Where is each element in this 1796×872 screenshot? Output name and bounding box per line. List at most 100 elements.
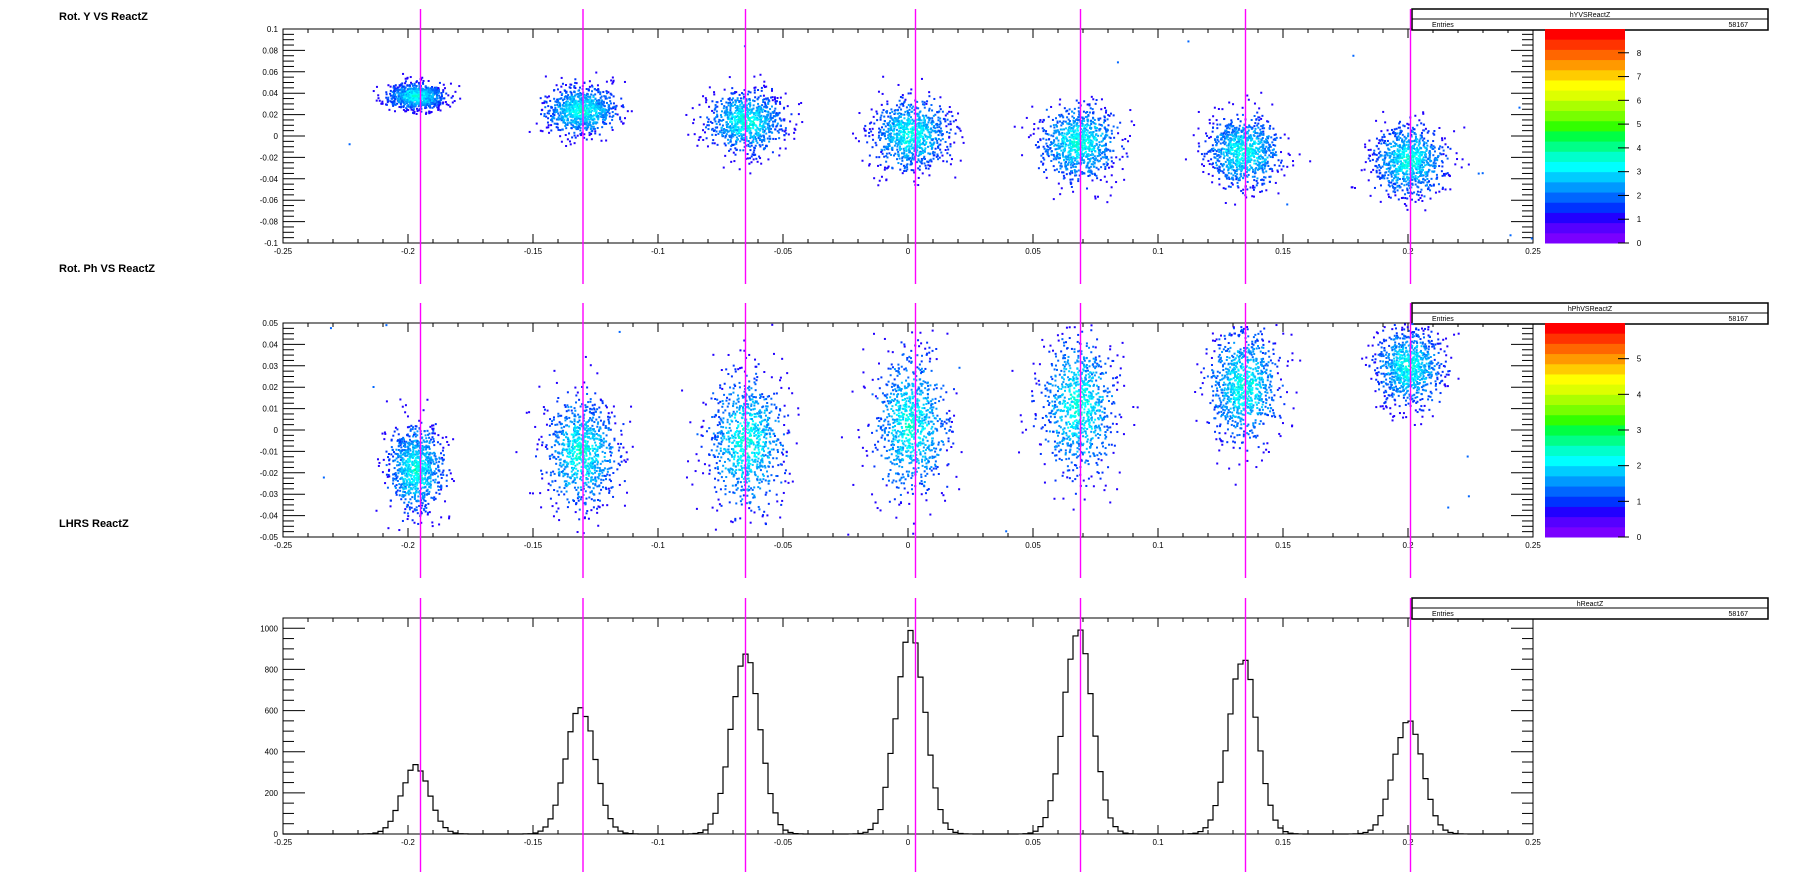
heatmap-cell [410,108,413,111]
heatmap-cell [922,135,925,138]
heatmap-cell [1110,156,1113,159]
heatmap-cell [753,134,756,137]
heatmap-cell [385,93,388,96]
heatmap-cell [868,163,871,166]
heatmap-cell [876,112,879,115]
heatmap-cell [921,158,924,161]
heatmap-cell [868,131,871,134]
heatmap-cell [724,114,727,117]
heatmap-cell [709,120,712,123]
heatmap-cell [729,109,732,112]
heatmap-cell [763,120,766,123]
heatmap-cell [713,93,716,96]
heatmap-cell [565,115,568,118]
heatmap-cell [755,133,758,136]
heatmap-cell [898,106,901,109]
heatmap-cell [543,101,546,104]
heatmap-cell [415,112,418,115]
heatmap-cell [574,103,577,106]
heatmap-cell [1032,132,1035,135]
heatmap-cell [589,128,592,131]
heatmap-cell [685,113,688,116]
heatmap-cell [1098,149,1101,152]
heatmap-cell [428,112,431,115]
heatmap-cell [443,97,446,100]
heatmap-cell [1077,126,1080,129]
heatmap-cell [1087,141,1090,144]
heatmap-cell [929,145,932,148]
heatmap-cell [556,88,559,91]
heatmap-cell [1238,124,1241,127]
heatmap-cell [610,79,613,82]
heatmap-cell [545,126,548,129]
heatmap-cell [724,136,727,139]
heatmap-cell [727,101,730,104]
heatmap-cell [750,144,753,147]
heatmap-cell [411,104,414,107]
heatmap-cell [725,133,728,136]
heatmap-cell [566,95,569,98]
heatmap-cell [581,123,584,126]
heatmap-cell [741,112,744,115]
heatmap-cell [556,123,559,126]
heatmap-cell [727,138,730,141]
heatmap-cell [918,140,921,143]
heatmap-cell [760,140,763,143]
heatmap-cell [733,111,736,114]
heatmap-cell [406,84,409,87]
heatmap-cell [596,84,599,87]
heatmap-cell [409,106,412,109]
heatmap-cell [900,112,903,115]
heatmap-cell [738,131,741,134]
heatmap-cell [406,100,409,103]
heatmap-cell [594,107,597,110]
heatmap-cell [1056,151,1059,154]
heatmap-cell [571,106,574,109]
heatmap-cell [888,135,891,138]
heatmap-cell [934,147,937,150]
heatmap-cell [590,116,593,119]
heatmap-cell [764,120,767,123]
heatmap-cell [1073,107,1076,110]
heatmap-cell [578,86,581,89]
heatmap-cell [559,91,562,94]
heatmap-cell [711,142,714,145]
heatmap-cell [1121,145,1124,148]
heatmap-cell [1061,171,1064,174]
heatmap-cell [429,102,432,105]
heatmap-cell [406,95,409,98]
heatmap-cell [1082,110,1085,113]
heatmap-cell [737,120,740,123]
heatmap-cell [726,116,729,119]
heatmap-cell [716,105,719,108]
heatmap-cell [570,95,573,98]
heatmap-cell [924,147,927,150]
heatmap-cell [413,95,416,98]
heatmap-cell [783,134,786,137]
heatmap-cell [1221,108,1224,111]
heatmap-cell [1224,187,1227,190]
heatmap-cell [1058,153,1061,156]
heatmap-cell [708,105,711,108]
heatmap-cell [786,105,789,108]
heatmap-cell [1058,147,1061,150]
heatmap-cell [906,156,909,159]
heatmap-cell [747,140,750,143]
heatmap-cell [423,92,426,95]
heatmap-cell [937,138,940,141]
heatmap-cell [739,129,742,132]
heatmap-cell [544,106,547,109]
heatmap-cell [575,122,578,125]
heatmap-cell [909,127,912,130]
stats-name: hYVSReactZ [1570,12,1611,19]
heatmap-cell [743,121,746,124]
heatmap-cell [787,133,790,136]
heatmap-cell [785,132,788,135]
heatmap-cell [400,106,403,109]
heatmap-cell [761,128,764,131]
heatmap-cell [1086,187,1089,190]
heatmap-cell [592,127,595,130]
x-tick-label: -0.1 [651,247,665,256]
heatmap-cell [562,99,565,102]
heatmap-cell [585,138,588,141]
